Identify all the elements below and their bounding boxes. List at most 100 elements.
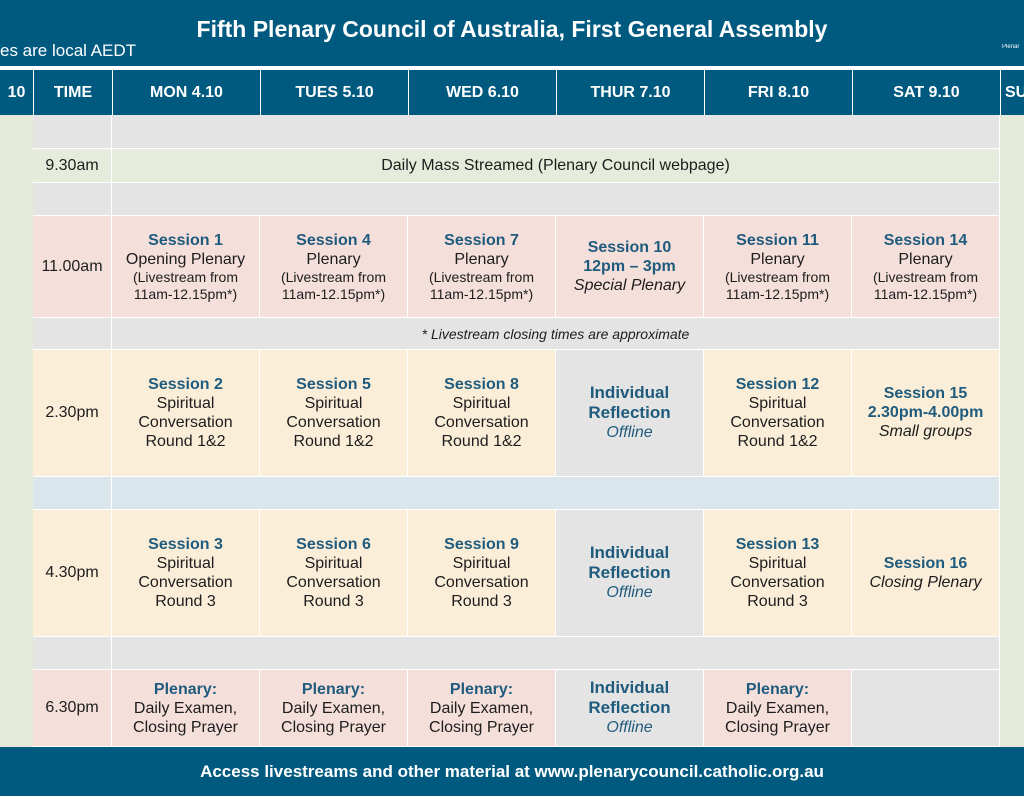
session-line: Plenary: [306, 250, 361, 268]
time-cell-1100: 11.00am: [33, 216, 112, 318]
footer-link-text[interactable]: Access livestreams and other material at…: [200, 761, 824, 781]
session-cell-mon-late: Session 3 Spiritual Conversation Round 3: [112, 510, 260, 637]
header-banner: Fifth Plenary Council of Australia, Firs…: [0, 0, 1024, 66]
session-title: Session 10: [587, 238, 672, 256]
session-time-range: 2.30pm-4.00pm: [867, 404, 984, 421]
session-line: Round 1&2: [293, 433, 374, 450]
livestream-line: (Livestream from: [872, 268, 979, 285]
column-header-thu: THUR 7.10: [556, 70, 704, 115]
session-title: Plenary:: [153, 680, 218, 698]
reflection-title: Individual: [589, 678, 670, 697]
session-title: Session 4: [296, 231, 371, 249]
livestream-line: 11am-12.15pm*): [873, 285, 978, 302]
session-line: Spiritual: [748, 395, 807, 412]
spacer-row: [112, 637, 1000, 670]
session-cell-wed-afternoon: Session 8 Spiritual Conversation Round 1…: [408, 350, 556, 477]
session-line: Conversation: [730, 574, 825, 591]
spacer-row: [112, 115, 1000, 149]
session-subtitle: Closing Plenary: [869, 573, 982, 591]
session-line: Opening Plenary: [125, 250, 246, 268]
session-cell-wed-morning: Session 7 Plenary (Livestream from 11am-…: [408, 216, 556, 318]
livestream-line: (Livestream from: [132, 268, 239, 285]
session-subtitle: Small groups: [878, 423, 973, 440]
plenary-logo: Plenar: [1002, 44, 1020, 50]
session-title: Plenary:: [301, 680, 366, 698]
session-time-range: 12pm – 3pm: [583, 257, 676, 275]
session-title: Session 16: [883, 554, 968, 572]
session-line: Closing Prayer: [429, 718, 534, 736]
session-cell-wed-evening: Plenary: Daily Examen, Closing Prayer: [408, 670, 556, 747]
reflection-cell-thu-afternoon: Individual Reflection Offline: [556, 350, 704, 477]
session-line: Conversation: [434, 574, 529, 591]
session-cell-mon-evening: Plenary: Daily Examen, Closing Prayer: [112, 670, 260, 747]
session-line: Daily Examen,: [281, 699, 386, 717]
column-header-time: TIME: [33, 70, 112, 115]
session-line: Conversation: [286, 574, 381, 591]
livestream-line: 11am-12.15pm*): [281, 285, 386, 302]
session-title: Session 14: [883, 231, 968, 249]
session-line: Plenary: [454, 250, 509, 268]
session-cell-sat-afternoon: Session 15 2.30pm-4.00pm Small groups: [852, 350, 1000, 477]
session-line: Closing Prayer: [725, 718, 830, 736]
reflection-title: Individual: [589, 383, 670, 402]
session-line: Spiritual: [452, 555, 511, 572]
session-line: Round 3: [303, 593, 364, 610]
session-line: Closing Prayer: [281, 718, 386, 736]
session-line: Daily Examen,: [429, 699, 534, 717]
page-title: Fifth Plenary Council of Australia, Firs…: [196, 16, 828, 42]
session-cell-mon-afternoon: Session 2 Spiritual Conversation Round 1…: [112, 350, 260, 477]
session-cell-tue-late: Session 6 Spiritual Conversation Round 3: [260, 510, 408, 637]
session-line: Spiritual: [304, 395, 363, 412]
session-title: Session 6: [296, 536, 371, 553]
previous-day-column: [0, 115, 33, 747]
reflection-title: Individual: [589, 543, 670, 562]
livestream-line: 11am-12.15pm*): [429, 285, 534, 302]
session-line: Daily Examen,: [133, 699, 238, 717]
session-title: Session 12: [735, 376, 820, 393]
livestream-note: * Livestream closing times are approxima…: [112, 318, 1000, 350]
column-header-tue: TUES 5.10: [260, 70, 408, 115]
time-cell-430: 4.30pm: [33, 510, 112, 637]
column-header-sat: SAT 9.10: [852, 70, 1000, 115]
session-title: Plenary:: [449, 680, 514, 698]
session-title: Session 3: [148, 536, 223, 553]
spacer-time-cell: [33, 115, 112, 149]
break-row: [112, 477, 1000, 510]
reflection-title: Reflection: [588, 563, 671, 582]
session-cell-tue-afternoon: Session 5 Spiritual Conversation Round 1…: [260, 350, 408, 477]
session-title: Session 2: [148, 376, 223, 393]
session-subtitle: Special Plenary: [573, 276, 686, 294]
session-cell-tue-morning: Session 4 Plenary (Livestream from 11am-…: [260, 216, 408, 318]
offline-label: Offline: [606, 719, 653, 736]
session-line: Plenary: [898, 250, 953, 268]
session-cell-mon-morning: Session 1 Opening Plenary (Livestream fr…: [112, 216, 260, 318]
session-line: Spiritual: [452, 395, 511, 412]
session-line: Conversation: [730, 414, 825, 431]
livestream-line: (Livestream from: [280, 268, 387, 285]
session-title: Session 8: [444, 376, 519, 393]
session-cell-wed-late: Session 9 Spiritual Conversation Round 3: [408, 510, 556, 637]
livestream-line: 11am-12.15pm*): [725, 285, 830, 302]
time-cell-630: 6.30pm: [33, 670, 112, 747]
time-cell-930: 9.30am: [33, 149, 112, 183]
reflection-cell-thu-evening: Individual Reflection Offline: [556, 670, 704, 747]
livestream-line: (Livestream from: [428, 268, 535, 285]
reflection-title: Reflection: [588, 403, 671, 422]
session-title: Session 1: [148, 231, 223, 249]
column-header-prev-day: 10: [7, 84, 26, 101]
spacer-time-cell: [33, 637, 112, 670]
session-cell-fri-afternoon: Session 12 Spiritual Conversation Round …: [704, 350, 852, 477]
session-title: Plenary:: [745, 680, 810, 698]
reflection-cell-thu-late: Individual Reflection Offline: [556, 510, 704, 637]
session-line: Conversation: [434, 414, 529, 431]
session-line: Conversation: [138, 574, 233, 591]
footer-banner: Access livestreams and other material at…: [0, 747, 1024, 796]
session-title: Session 9: [444, 536, 519, 553]
time-cell-230: 2.30pm: [33, 350, 112, 477]
offline-label: Offline: [606, 584, 653, 601]
session-cell-sat-morning: Session 14 Plenary (Livestream from 11am…: [852, 216, 1000, 318]
daily-mass-cell: Daily Mass Streamed (Plenary Council web…: [112, 149, 1000, 183]
column-header-sun: SU: [1000, 70, 1024, 115]
session-cell-fri-evening: Plenary: Daily Examen, Closing Prayer: [704, 670, 852, 747]
spacer-row: [112, 183, 1000, 216]
